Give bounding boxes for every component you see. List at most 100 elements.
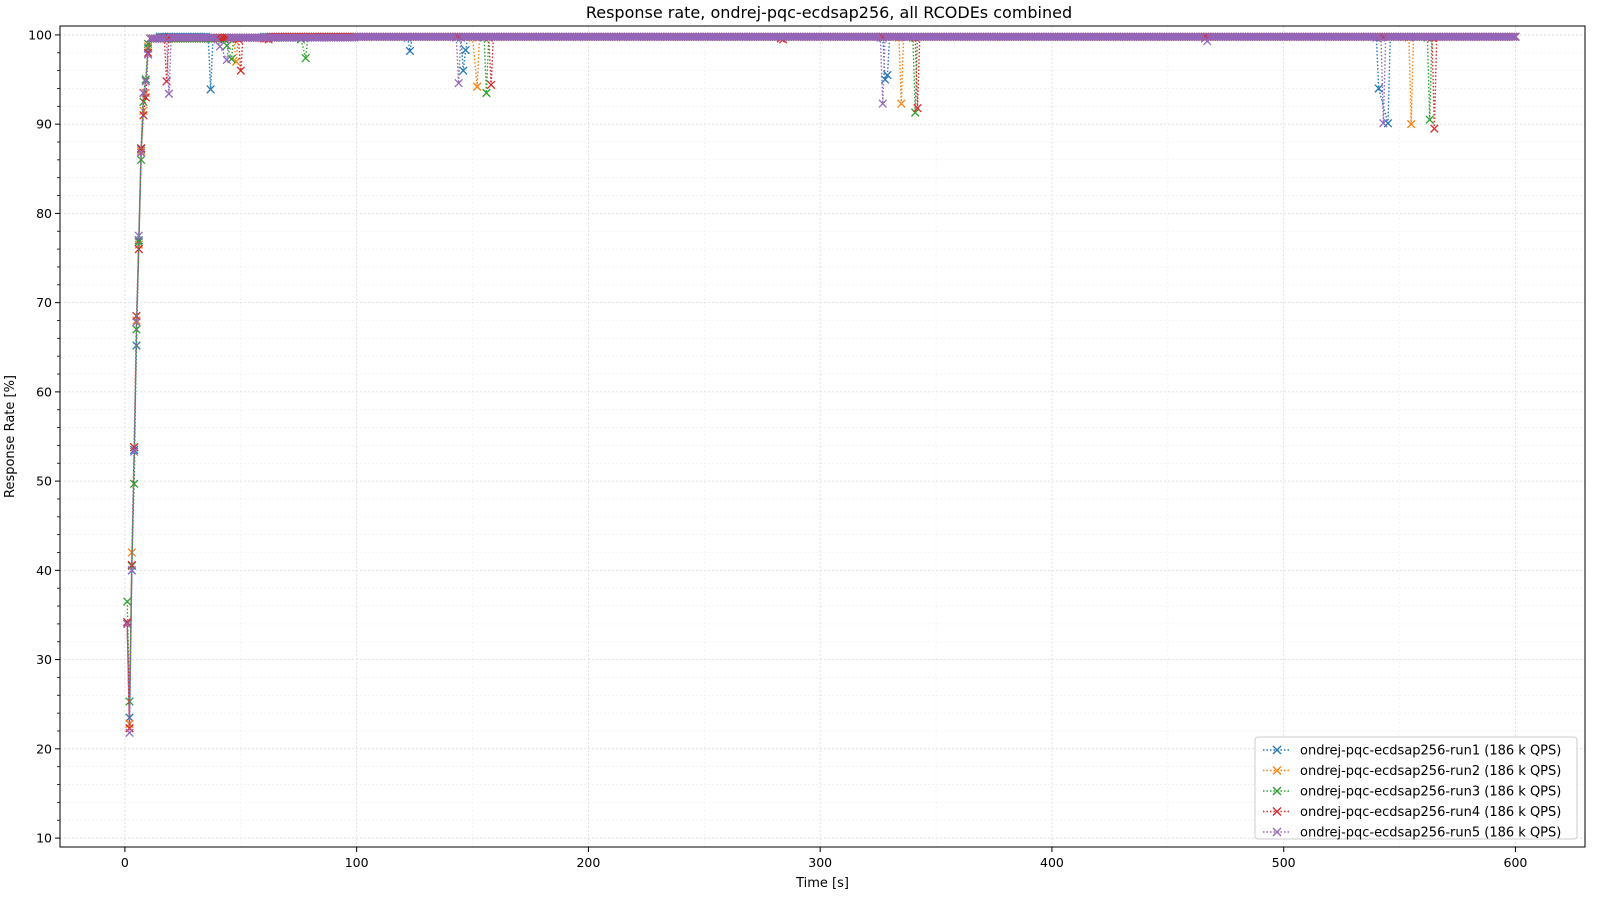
data-point: [143, 42, 153, 51]
data-point: [208, 33, 218, 42]
data-point: [132, 318, 141, 327]
legend-item-run5: ondrej-pqc-ecdsap256-run5 (186 k QPS): [1263, 826, 1561, 841]
data-point: [883, 70, 892, 80]
data-point: [129, 447, 139, 456]
data-point: [125, 728, 134, 738]
data-point: [213, 35, 222, 44]
data-point: [136, 148, 146, 157]
series-run1: [122, 32, 1520, 722]
y-tick-label: 90: [36, 117, 52, 132]
legend-marker: [1272, 786, 1282, 796]
legend-marker: [1272, 807, 1282, 816]
data-point: [231, 57, 241, 66]
data-point: [134, 231, 144, 240]
data-point: [880, 75, 890, 84]
x-tick-label: 200: [576, 855, 600, 870]
axes: 10 20 30 40 50 60 70 80 90 100 0 100 200 300 400 500 600: [28, 27, 1527, 870]
y-tick-label: 50: [36, 474, 52, 489]
data-point: [873, 32, 883, 41]
y-tick-label: 100: [28, 27, 52, 42]
x-tick-label: 500: [1272, 855, 1296, 870]
series-run2: [122, 32, 1520, 729]
data-point: [129, 445, 139, 455]
legend-item-run4: ondrej-pqc-ecdsap256-run4 (186 k QPS): [1263, 805, 1561, 820]
legend-label: ondrej-pqc-ecdsap256-run3 (186 k QPS): [1300, 785, 1561, 800]
data-point: [136, 155, 146, 165]
data-point: [164, 89, 174, 99]
data-point: [1508, 32, 1518, 41]
plot-area: [122, 32, 1520, 738]
data-point: [122, 617, 132, 627]
legend-box: [1254, 736, 1578, 840]
legend-marker: [1272, 745, 1282, 755]
y-tick-label: 10: [36, 831, 52, 846]
series-line: [126, 36, 1516, 733]
data-point: [141, 93, 151, 102]
data-point: [897, 99, 906, 108]
series-run5: [122, 32, 1520, 738]
data-point: [1196, 32, 1205, 41]
data-point: [461, 45, 470, 55]
data-point: [913, 103, 922, 113]
data-point: [236, 66, 246, 75]
x-tick-label: 600: [1504, 855, 1528, 870]
data-point: [301, 53, 310, 63]
y-tick-label: 70: [36, 295, 52, 310]
data-point: [122, 597, 132, 606]
y-tick-label: 40: [36, 563, 52, 578]
x-tick-label: 0: [121, 855, 129, 870]
data-point: [143, 48, 153, 58]
data-point: [141, 75, 151, 84]
legend-label: ondrej-pqc-ecdsap256-run1 (186 k QPS): [1300, 744, 1561, 759]
data-point: [486, 80, 496, 90]
data-point: [1511, 32, 1520, 41]
legend-label: ondrej-pqc-ecdsap256-run2 (186 k QPS): [1300, 764, 1561, 779]
y-tick-label: 80: [36, 206, 52, 221]
x-tick-label: 100: [345, 855, 369, 870]
data-point: [449, 32, 459, 41]
data-point: [878, 99, 888, 108]
series-run4: [122, 32, 1520, 733]
legend-marker: [1272, 827, 1282, 837]
data-point: [215, 42, 225, 51]
data-point: [459, 66, 468, 75]
legend-item-run2: ondrej-pqc-ecdsap256-run2 (186 k QPS): [1263, 764, 1561, 779]
data-point: [405, 46, 415, 56]
series-line: [126, 36, 1516, 718]
x-axis-label: Time [s]: [795, 876, 849, 891]
data-point: [139, 88, 148, 98]
data-point: [1430, 124, 1439, 133]
data-point: [472, 82, 482, 91]
data-point: [143, 50, 153, 59]
grid: [60, 26, 1585, 847]
legend: ondrej-pqc-ecdsap256-run1 (186 k QPS) ond…: [1254, 736, 1578, 841]
data-point: [454, 78, 463, 88]
data-point: [1374, 32, 1383, 41]
data-point: [482, 88, 491, 98]
data-point: [127, 566, 137, 575]
plot-frame: [59, 25, 1586, 848]
series-run3: [122, 32, 1520, 706]
y-tick-label: 60: [36, 384, 52, 399]
legend-label: ondrej-pqc-ecdsap256-run5 (186 k QPS): [1300, 826, 1561, 841]
y-axis-label: Response Rate [%]: [3, 375, 18, 498]
data-point: [141, 77, 151, 86]
x-tick-label: 300: [808, 855, 832, 870]
x-tick-label: 400: [1040, 855, 1064, 870]
data-point: [1406, 119, 1416, 129]
data-point: [910, 108, 920, 117]
data-point: [206, 85, 215, 94]
legend-label: ondrej-pqc-ecdsap256-run4 (186 k QPS): [1300, 805, 1561, 820]
y-tick-label: 20: [36, 741, 52, 756]
series-line: [126, 36, 1516, 702]
data-point: [222, 55, 232, 65]
series-line: [126, 36, 1516, 729]
data-point: [122, 619, 132, 629]
data-point: [139, 110, 148, 120]
data-point: [160, 34, 169, 43]
series-line: [126, 36, 1516, 724]
legend-item-run3: ondrej-pqc-ecdsap256-run3 (186 k QPS): [1263, 785, 1561, 800]
legend-item-run1: ondrej-pqc-ecdsap256-run1 (186 k QPS): [1263, 744, 1561, 759]
data-point: [222, 41, 232, 50]
